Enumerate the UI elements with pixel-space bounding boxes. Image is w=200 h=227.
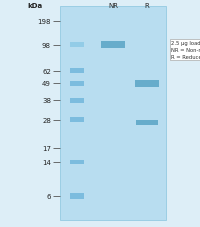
Bar [70,194,84,199]
Text: NR: NR [108,3,118,9]
Text: 17: 17 [42,146,51,152]
Bar [101,42,125,49]
Text: 38: 38 [42,98,51,104]
Bar [70,69,84,74]
Bar [70,81,84,86]
Text: 98: 98 [42,42,51,48]
Bar [136,120,158,125]
Text: R: R [145,3,149,9]
Text: 14: 14 [42,159,51,165]
Bar [70,43,84,48]
Text: 28: 28 [42,117,51,123]
Bar [70,160,84,165]
Text: kDa: kDa [27,3,43,9]
Bar [70,118,84,123]
Text: 49: 49 [42,81,51,87]
Text: 6: 6 [46,193,51,199]
Bar [60,7,166,220]
Bar [135,81,159,87]
Bar [70,99,84,104]
Text: 198: 198 [38,19,51,25]
Text: 62: 62 [42,69,51,74]
Text: 2.5 μg loading
NR = Non-reduced
R = Reduced: 2.5 μg loading NR = Non-reduced R = Redu… [171,41,200,60]
